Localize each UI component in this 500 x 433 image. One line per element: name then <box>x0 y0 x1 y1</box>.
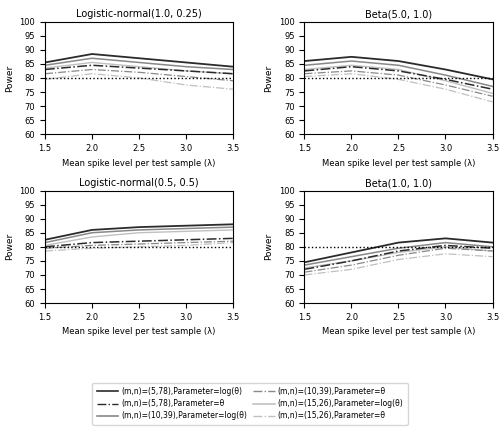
X-axis label: Mean spike level per test sample (λ): Mean spike level per test sample (λ) <box>62 158 216 168</box>
Legend: (m,n)=(5,78),Parameter=log(θ), (m,n)=(5,78),Parameter=θ, (m,n)=(10,39),Parameter: (m,n)=(5,78),Parameter=log(θ), (m,n)=(5,… <box>92 383 408 425</box>
X-axis label: Mean spike level per test sample (λ): Mean spike level per test sample (λ) <box>322 327 475 336</box>
Title: Beta(1.0, 1.0): Beta(1.0, 1.0) <box>365 178 432 188</box>
Y-axis label: Power: Power <box>264 233 274 260</box>
Title: Beta(5.0, 1.0): Beta(5.0, 1.0) <box>365 10 432 19</box>
Y-axis label: Power: Power <box>264 65 274 91</box>
X-axis label: Mean spike level per test sample (λ): Mean spike level per test sample (λ) <box>322 158 475 168</box>
Title: Logistic-normal(1.0, 0.25): Logistic-normal(1.0, 0.25) <box>76 10 202 19</box>
Y-axis label: Power: Power <box>5 65 14 91</box>
Title: Logistic-normal(0.5, 0.5): Logistic-normal(0.5, 0.5) <box>79 178 199 188</box>
Y-axis label: Power: Power <box>5 233 14 260</box>
X-axis label: Mean spike level per test sample (λ): Mean spike level per test sample (λ) <box>62 327 216 336</box>
